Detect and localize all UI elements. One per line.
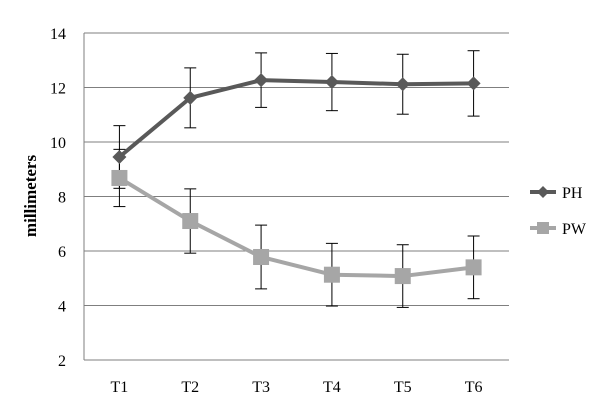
y-axis-label: millimeters [21,155,40,238]
data-point-pw [253,248,270,265]
x-tick-label: T2 [181,379,199,396]
y-tick-label: 12 [50,81,66,98]
x-tick-label: T5 [394,379,412,396]
legend-marker-pw [537,222,549,234]
x-tick-label: T1 [111,379,129,396]
y-tick-label: 8 [58,190,66,207]
y-tick-label: 14 [50,26,66,43]
data-point-pw [323,266,340,283]
data-point-pw [111,169,128,186]
x-tick-label: T3 [252,379,270,396]
data-point-ph [112,149,127,164]
x-tick-label: T6 [465,379,483,396]
data-point-ph [466,76,481,91]
data-point-pw [182,213,199,230]
legend-label-ph: PH [562,185,583,202]
data-point-ph [254,73,269,88]
y-tick-label: 6 [58,244,66,261]
series-line-ph [118,78,474,159]
data-point-pw [394,268,411,285]
series-line-pw [118,176,474,279]
data-point-pw [465,259,482,276]
x-tick-label: T4 [323,379,341,396]
legend-label-pw: PW [562,221,587,238]
data-point-ph [324,75,339,90]
legend-marker-ph [537,186,549,198]
y-tick-label: 10 [50,135,66,152]
y-tick-label: 2 [58,353,66,370]
data-point-ph [395,77,410,92]
y-tick-label: 4 [58,299,66,316]
data-point-ph [183,90,198,105]
